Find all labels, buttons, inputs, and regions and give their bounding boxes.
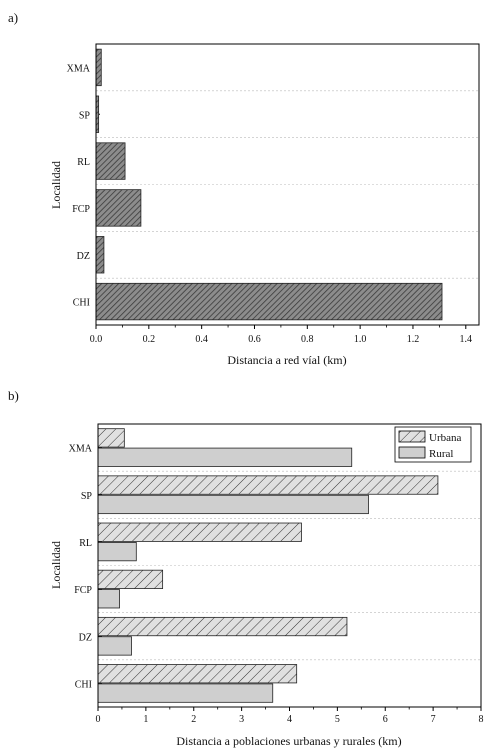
category-label-rl: RL	[79, 538, 92, 549]
bar-chi	[95, 282, 443, 321]
bar-rural-rl	[97, 542, 137, 562]
category-label-sp: SP	[81, 491, 93, 502]
x-tick-label: 0.6	[248, 334, 261, 345]
bar-rural-chi	[97, 683, 274, 703]
x-axis-label-b: Distancia a poblaciones urbanas y rurale…	[176, 734, 401, 748]
category-label-fcp: FCP	[72, 204, 90, 215]
y-category-labels-a: XMA SP RL FCP DZ CHI	[67, 63, 479, 309]
bar-rural-dz	[97, 636, 132, 656]
panel-label-b: b)	[8, 388, 19, 403]
legend-label-rural: Rural	[429, 448, 453, 460]
bar-fcp	[95, 189, 142, 227]
category-label-xma: XMA	[67, 63, 91, 74]
x-tick-label: 1.2	[407, 334, 420, 345]
x-tick-label: 7	[431, 714, 436, 725]
category-label-dz: DZ	[79, 632, 92, 643]
y-axis-label-a: Localidad	[49, 161, 63, 209]
bar-urbana-fcp	[97, 569, 164, 589]
x-tick-label: 5	[335, 714, 340, 725]
x-axis-label-a: Distancia a red víal (km)	[227, 353, 346, 367]
category-label-chi: CHI	[73, 298, 90, 309]
x-tick-label: 1.0	[354, 334, 367, 345]
category-label-xma: XMA	[69, 444, 93, 455]
x-tick-label: 1.4	[460, 334, 473, 345]
x-tick-label: 0	[96, 714, 101, 725]
legend-swatch-urbana	[398, 430, 426, 443]
bars-b	[97, 428, 439, 703]
x-tick-label: 1	[143, 714, 148, 725]
category-label-rl: RL	[77, 157, 90, 168]
bar-xma	[95, 48, 102, 87]
bar-rural-sp	[97, 494, 369, 515]
x-ticks-a: 0.0 0.2 0.4 0.6 0.8 1.0 1.2 1.4	[90, 325, 472, 345]
legend-swatch-rural	[398, 446, 426, 459]
x-tick-label: 2	[191, 714, 196, 725]
x-tick-label: 0.8	[301, 334, 314, 345]
panel-label-a: a)	[8, 10, 18, 25]
chart-panel-a: a) XMA SP RL FCP DZ CHI 0.0 0.2 0.4 0.6 0.8 1.0 1.2…	[8, 10, 480, 367]
bar-rural-xma	[97, 447, 353, 467]
x-tick-label: 0.2	[143, 334, 156, 345]
category-label-fcp: FCP	[74, 585, 92, 596]
x-tick-label: 8	[479, 714, 484, 725]
category-label-chi: CHI	[75, 679, 92, 690]
bar-rl	[95, 142, 126, 180]
bar-urbana-rl	[97, 522, 302, 542]
category-label-sp: SP	[79, 110, 91, 121]
y-category-labels-b: XMA SP RL FCP DZ CHI	[69, 444, 481, 690]
x-tick-label: 0.0	[90, 334, 103, 345]
x-tick-label: 3	[239, 714, 244, 725]
bar-urbana-dz	[97, 616, 348, 637]
plot-frame-a	[95, 43, 480, 326]
x-tick-label: 6	[383, 714, 388, 725]
bar-urbana-chi	[97, 664, 298, 684]
x-ticks-b: 0 1 2 3 4 5 6 7 8	[96, 707, 484, 725]
x-tick-label: 4	[287, 714, 292, 725]
x-tick-label: 0.4	[195, 334, 208, 345]
bar-urbana-sp	[97, 475, 439, 495]
chart-panel-b: b) XMA SP RL FCP DZ CHI 0 1 2 3 4 5 6 7 8 Distancia a…	[8, 388, 484, 748]
bar-rural-fcp	[97, 589, 120, 609]
y-axis-label-b: Localidad	[49, 541, 63, 589]
legend: Urbana Rural	[394, 426, 472, 463]
bar-urbana-xma	[97, 428, 125, 448]
bar-dz	[95, 236, 105, 274]
category-label-dz: DZ	[77, 251, 90, 262]
legend-label-urbana: Urbana	[429, 432, 461, 444]
